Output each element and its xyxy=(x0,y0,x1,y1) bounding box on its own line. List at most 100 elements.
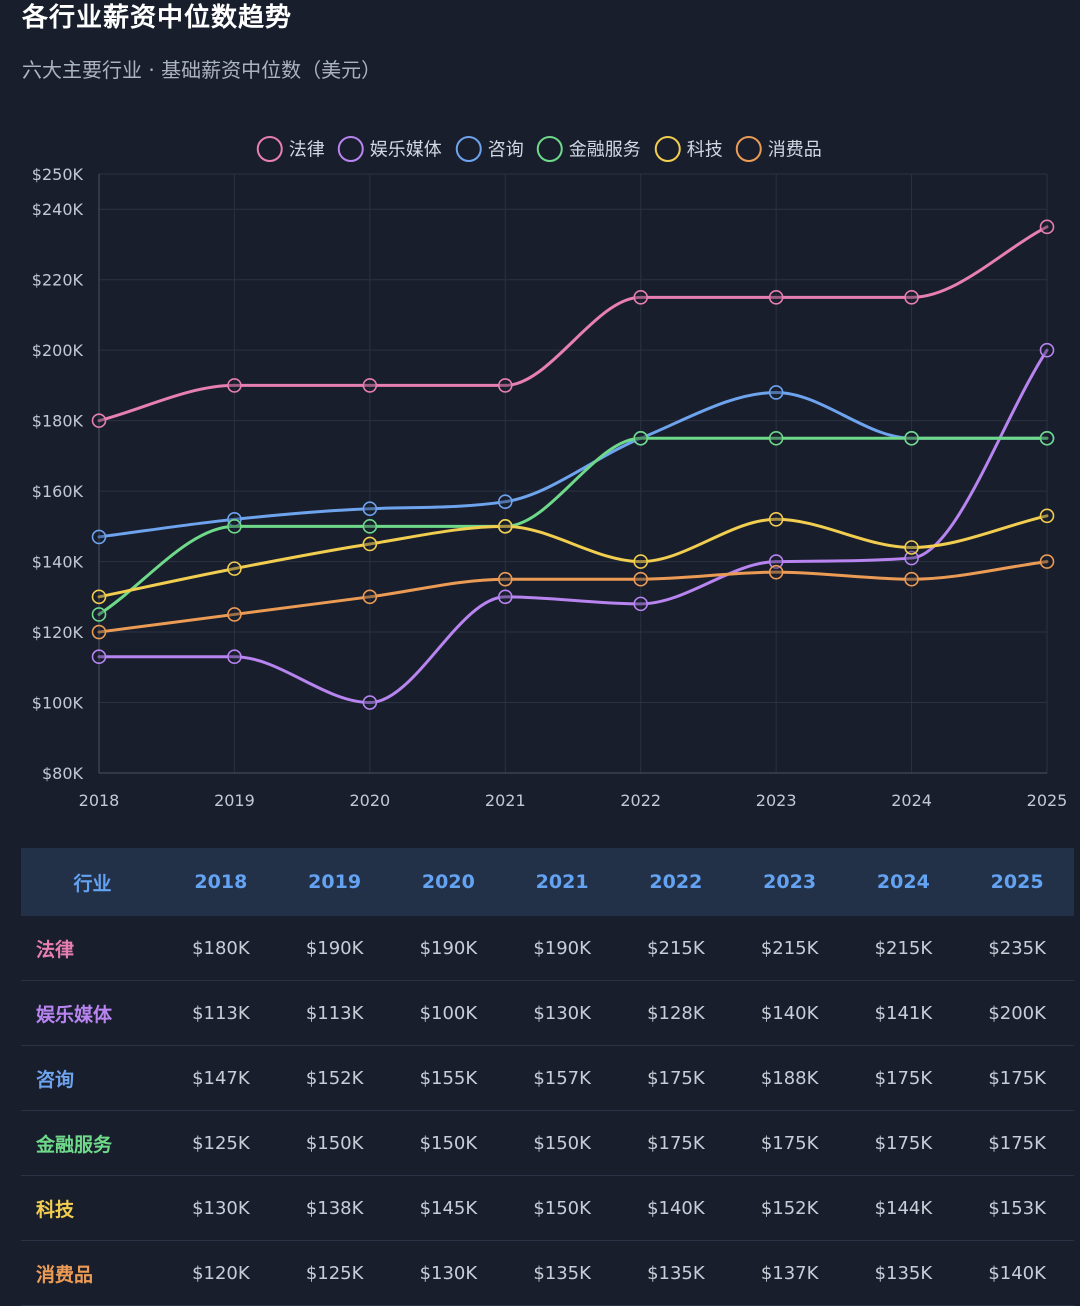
table-cell: $152K xyxy=(277,1045,392,1111)
x-tick-label: 2018 xyxy=(79,791,120,810)
x-tick-label: 2021 xyxy=(485,791,526,810)
data-point xyxy=(497,519,513,534)
legend-label: 娱乐媒体 xyxy=(370,140,442,161)
table-header-row: 行业 2018 2019 2020 2021 2022 2023 2024 20… xyxy=(21,848,1074,916)
x-tick-label: 2025 xyxy=(1027,791,1068,810)
table-cell: $138K xyxy=(277,1175,392,1241)
table-cell: $130K xyxy=(164,1175,278,1241)
table-header-2022: 2022 xyxy=(649,871,703,893)
y-tick-label: $100K xyxy=(32,694,84,713)
table-cell: $150K xyxy=(277,1110,392,1176)
table-cell: $145K xyxy=(391,1175,506,1241)
data-point xyxy=(768,430,784,446)
table-cell: $190K xyxy=(277,916,392,981)
series-line-4 xyxy=(97,514,1049,599)
table-header-2023: 2023 xyxy=(763,871,817,893)
table-header-2024: 2024 xyxy=(876,871,930,893)
table-cell: $215K xyxy=(619,916,733,981)
data-point xyxy=(91,413,107,428)
table-cell: $200K xyxy=(960,980,1074,1046)
data-point xyxy=(768,512,784,527)
table-cell: $137K xyxy=(732,1240,847,1306)
legend-marker xyxy=(337,136,364,162)
data-point xyxy=(227,649,242,665)
table-cell: $140K xyxy=(732,980,847,1046)
series-line-3 xyxy=(97,436,1049,616)
table-cell: $135K xyxy=(619,1240,733,1306)
data-point xyxy=(362,378,378,393)
table-row-industry: 法律 xyxy=(21,916,164,981)
table-cell: $150K xyxy=(505,1110,619,1176)
data-point xyxy=(633,571,649,587)
table-cell: $140K xyxy=(619,1175,733,1241)
legend-marker xyxy=(536,136,563,162)
x-tick-label: 2024 xyxy=(891,791,932,810)
table-cell: $100K xyxy=(391,980,506,1046)
data-point xyxy=(227,378,242,393)
table-row: 金融服务 $125K $150K $150K $150K $175K $175K $175K $… xyxy=(21,1110,1074,1176)
table-header-industry: 行业 xyxy=(73,872,112,895)
legend-marker xyxy=(256,136,283,162)
y-tick-label: $160K xyxy=(32,482,84,501)
table-header-2019: 2019 xyxy=(308,871,362,893)
data-point xyxy=(768,564,784,580)
legend-label: 消费品 xyxy=(768,140,822,161)
table-cell: $155K xyxy=(391,1045,506,1111)
table-cell: $175K xyxy=(619,1045,733,1111)
data-point xyxy=(1039,430,1055,446)
data-point xyxy=(768,290,784,305)
table-cell: $141K xyxy=(846,980,961,1046)
table-cell: $144K xyxy=(846,1175,961,1241)
data-point xyxy=(904,540,919,555)
data-point xyxy=(227,519,242,534)
table-cell: $215K xyxy=(732,916,847,981)
table-cell: $175K xyxy=(960,1045,1074,1111)
salary-table: 行业 2018 2019 2020 2021 2022 2023 2024 20… xyxy=(21,848,1074,1306)
data-point xyxy=(497,494,513,509)
data-point xyxy=(904,571,919,587)
data-point xyxy=(1039,342,1055,358)
table-cell: $157K xyxy=(505,1045,619,1111)
table-cell: $125K xyxy=(277,1240,392,1306)
table-cell: $113K xyxy=(164,980,278,1046)
data-point xyxy=(1039,508,1055,524)
x-tick-label: 2020 xyxy=(349,791,390,810)
table-cell: $215K xyxy=(846,916,961,981)
legend-label: 科技 xyxy=(687,140,723,161)
table-cell: $190K xyxy=(505,916,619,981)
data-point xyxy=(497,571,513,587)
data-point xyxy=(633,596,649,612)
table-row: 咨询 $147K $152K $155K $157K $175K $188K $175K $17… xyxy=(21,1045,1074,1111)
table-cell: $153K xyxy=(960,1175,1074,1241)
table-row-industry: 科技 xyxy=(21,1175,164,1241)
table-cell: $190K xyxy=(391,916,506,981)
table-cell: $152K xyxy=(732,1175,847,1241)
table-cell: $135K xyxy=(505,1240,619,1306)
y-tick-label: $120K xyxy=(32,623,84,642)
data-point xyxy=(91,589,107,605)
table-row: 消费品 $120K $125K $130K $135K $135K $137K $135K $1… xyxy=(21,1240,1074,1306)
table-cell: $175K xyxy=(732,1110,847,1176)
table-cell: $120K xyxy=(164,1240,278,1306)
table-cell: $147K xyxy=(164,1045,278,1111)
legend-marker xyxy=(735,136,762,162)
table-cell: $130K xyxy=(505,980,619,1046)
table-cell: $235K xyxy=(960,916,1074,981)
table-header-2021: 2021 xyxy=(535,871,589,893)
data-point xyxy=(227,607,242,622)
data-point xyxy=(227,561,242,576)
table-cell: $150K xyxy=(505,1175,619,1241)
data-point xyxy=(91,607,107,622)
table-cell: $130K xyxy=(391,1240,506,1306)
data-point xyxy=(362,519,378,534)
table-header-2025: 2025 xyxy=(990,871,1044,893)
x-tick-label: 2023 xyxy=(756,791,797,810)
table-cell: $175K xyxy=(846,1110,961,1176)
salary-line-chart: $80K $100K $120K $140K $160K $180K $200K $220K $… xyxy=(32,136,1068,810)
data-point xyxy=(362,536,378,552)
legend-marker xyxy=(654,136,681,162)
table-row-industry: 咨询 xyxy=(21,1045,164,1111)
page-title: 各行业薪资中位数趋势 xyxy=(22,3,293,33)
table-header-2020: 2020 xyxy=(421,871,475,893)
table-cell: $113K xyxy=(277,980,392,1046)
